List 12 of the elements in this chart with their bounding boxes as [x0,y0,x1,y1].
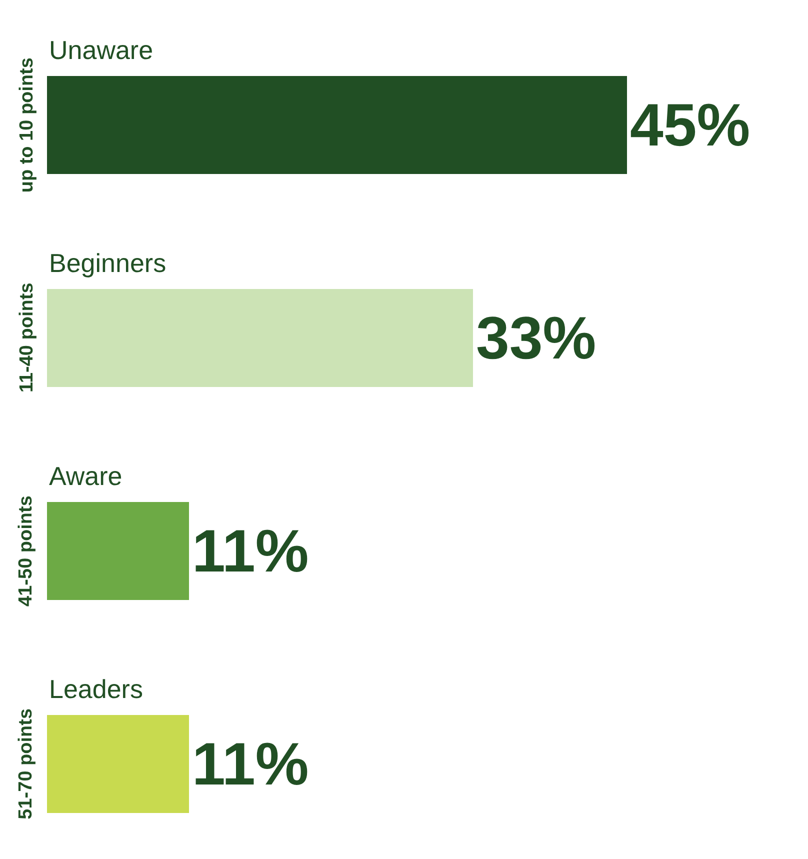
y-tick-label: Beginners [49,248,166,278]
data-label: 11% [192,730,309,798]
text: 11-40 points [16,282,38,393]
text: 51-70 points [16,708,37,820]
data-label: 11% [192,518,309,584]
y-tick-label: Leaders [49,674,143,704]
data-label: 33% [476,304,596,372]
y-tick-label: Unaware [49,35,154,65]
data-label: 45% [630,92,750,158]
y-tick-label: Aware [49,461,122,491]
text: 41-50 points [16,496,37,606]
text: up to 10 points [16,58,38,193]
